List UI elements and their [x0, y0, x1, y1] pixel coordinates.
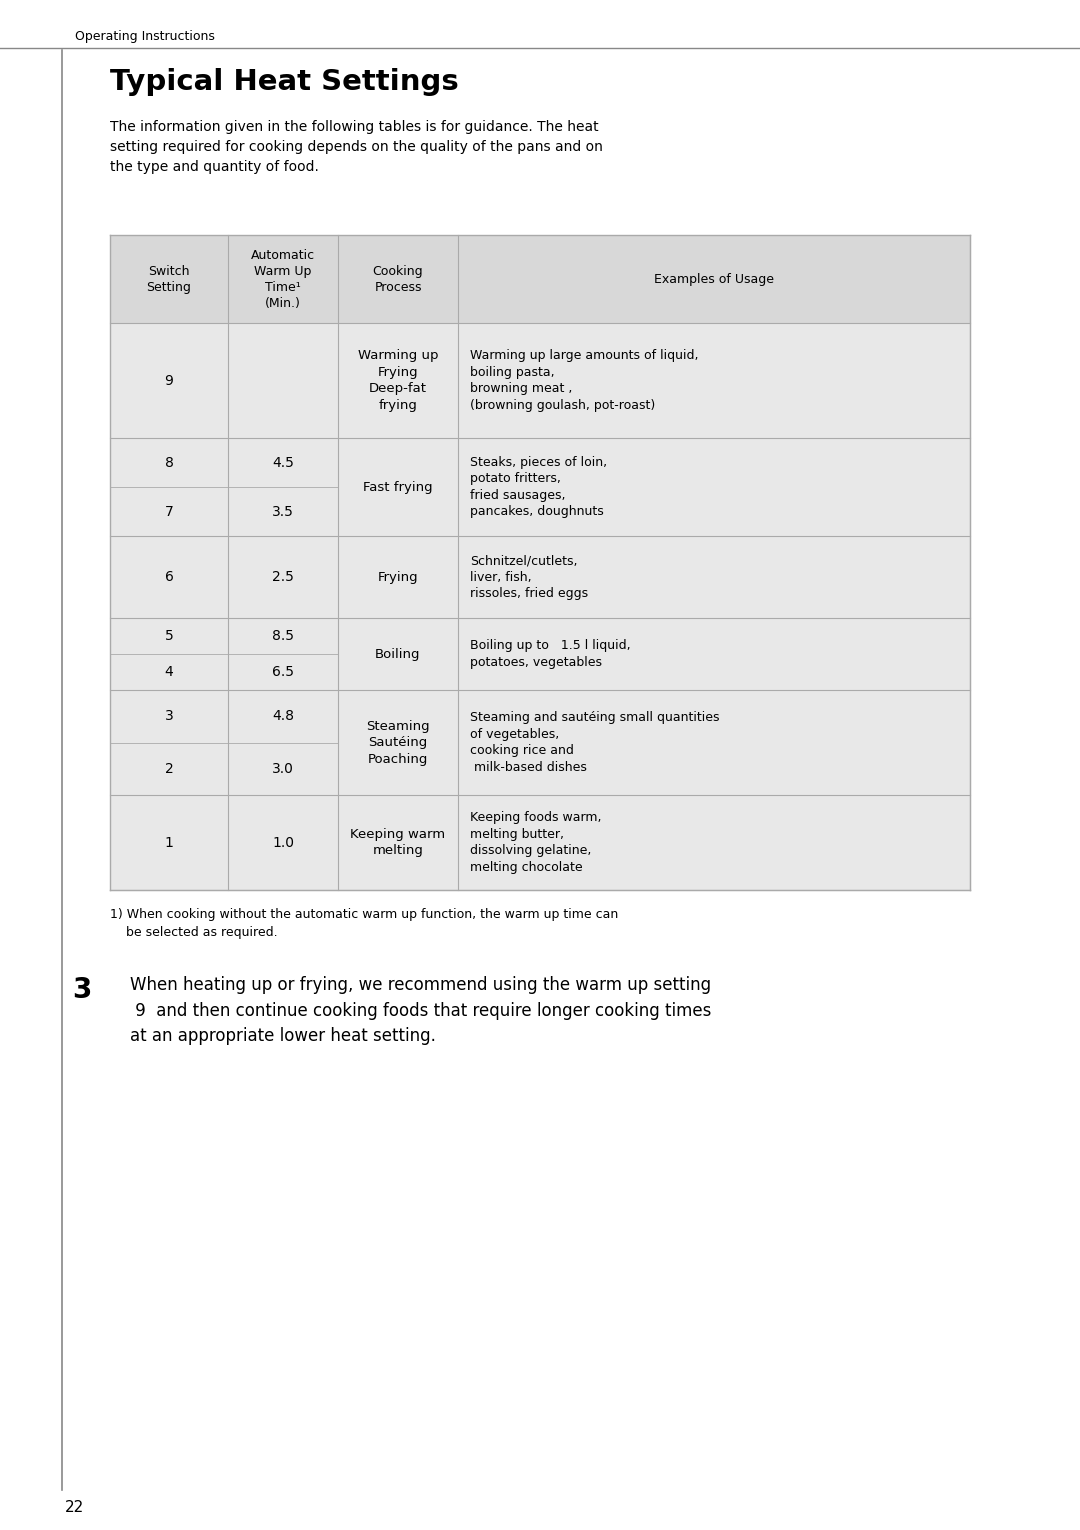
Text: 1.0: 1.0	[272, 835, 294, 849]
Bar	[110, 323, 970, 438]
Bar	[110, 796, 970, 890]
Text: Boiling: Boiling	[375, 647, 421, 661]
Text: 2.5: 2.5	[272, 571, 294, 584]
Text: 4.8: 4.8	[272, 710, 294, 724]
Text: 9: 9	[164, 373, 174, 387]
Text: 4: 4	[164, 666, 174, 679]
Text: 5: 5	[164, 629, 174, 643]
Text: Fast frying: Fast frying	[363, 480, 433, 494]
Text: 2: 2	[164, 762, 174, 776]
Text: Warming up large amounts of liquid,
boiling pasta,
browning meat ,
(browning gou: Warming up large amounts of liquid, boil…	[470, 349, 699, 412]
Text: 1) When cooking without the automatic warm up function, the warm up time can
   : 1) When cooking without the automatic wa…	[110, 907, 618, 939]
Bar	[110, 438, 970, 536]
Text: Operating Instructions: Operating Instructions	[75, 31, 215, 43]
Text: Typical Heat Settings: Typical Heat Settings	[110, 67, 459, 96]
Text: 6.5: 6.5	[272, 666, 294, 679]
Bar	[110, 690, 970, 796]
Text: 6: 6	[164, 571, 174, 584]
Bar	[110, 236, 970, 323]
Text: The information given in the following tables is for guidance. The heat
setting : The information given in the following t…	[110, 119, 603, 174]
Text: Switch
Setting: Switch Setting	[147, 265, 191, 294]
Text: Steaks, pieces of loin,
potato fritters,
fried sausages,
pancakes, doughnuts: Steaks, pieces of loin, potato fritters,…	[470, 456, 607, 519]
Text: 3: 3	[164, 710, 174, 724]
Text: 3: 3	[72, 976, 92, 1004]
Text: 22: 22	[65, 1499, 84, 1515]
Text: Cooking
Process: Cooking Process	[373, 265, 423, 294]
Text: Warming up
Frying
Deep-fat
frying: Warming up Frying Deep-fat frying	[357, 349, 438, 412]
Text: Examples of Usage: Examples of Usage	[654, 272, 774, 286]
Text: Schnitzel/cutlets,
liver, fish,
rissoles, fried eggs: Schnitzel/cutlets, liver, fish, rissoles…	[470, 554, 589, 600]
Text: Automatic
Warm Up
Time¹
(Min.): Automatic Warm Up Time¹ (Min.)	[251, 248, 315, 309]
Text: 7: 7	[164, 505, 174, 519]
Bar	[110, 536, 970, 618]
Text: 8: 8	[164, 456, 174, 470]
Text: When heating up or frying, we recommend using the warm up setting
 9  and then c: When heating up or frying, we recommend …	[130, 976, 712, 1045]
Text: 4.5: 4.5	[272, 456, 294, 470]
Text: Keeping warm
melting: Keeping warm melting	[350, 828, 446, 857]
Text: 3.0: 3.0	[272, 762, 294, 776]
Text: 1: 1	[164, 835, 174, 849]
Text: Keeping foods warm,
melting butter,
dissolving gelatine,
melting chocolate: Keeping foods warm, melting butter, diss…	[470, 811, 602, 874]
Text: 8.5: 8.5	[272, 629, 294, 643]
Text: 3.5: 3.5	[272, 505, 294, 519]
Text: Frying: Frying	[378, 571, 418, 583]
Text: Steaming and sautéing small quantities
of vegetables,
cooking rice and
 milk-bas: Steaming and sautéing small quantities o…	[470, 711, 719, 774]
Text: Boiling up to   1.5 l liquid,
potatoes, vegetables: Boiling up to 1.5 l liquid, potatoes, ve…	[470, 640, 631, 669]
Bar	[110, 618, 970, 690]
Text: Steaming
Sautéing
Poaching: Steaming Sautéing Poaching	[366, 719, 430, 765]
